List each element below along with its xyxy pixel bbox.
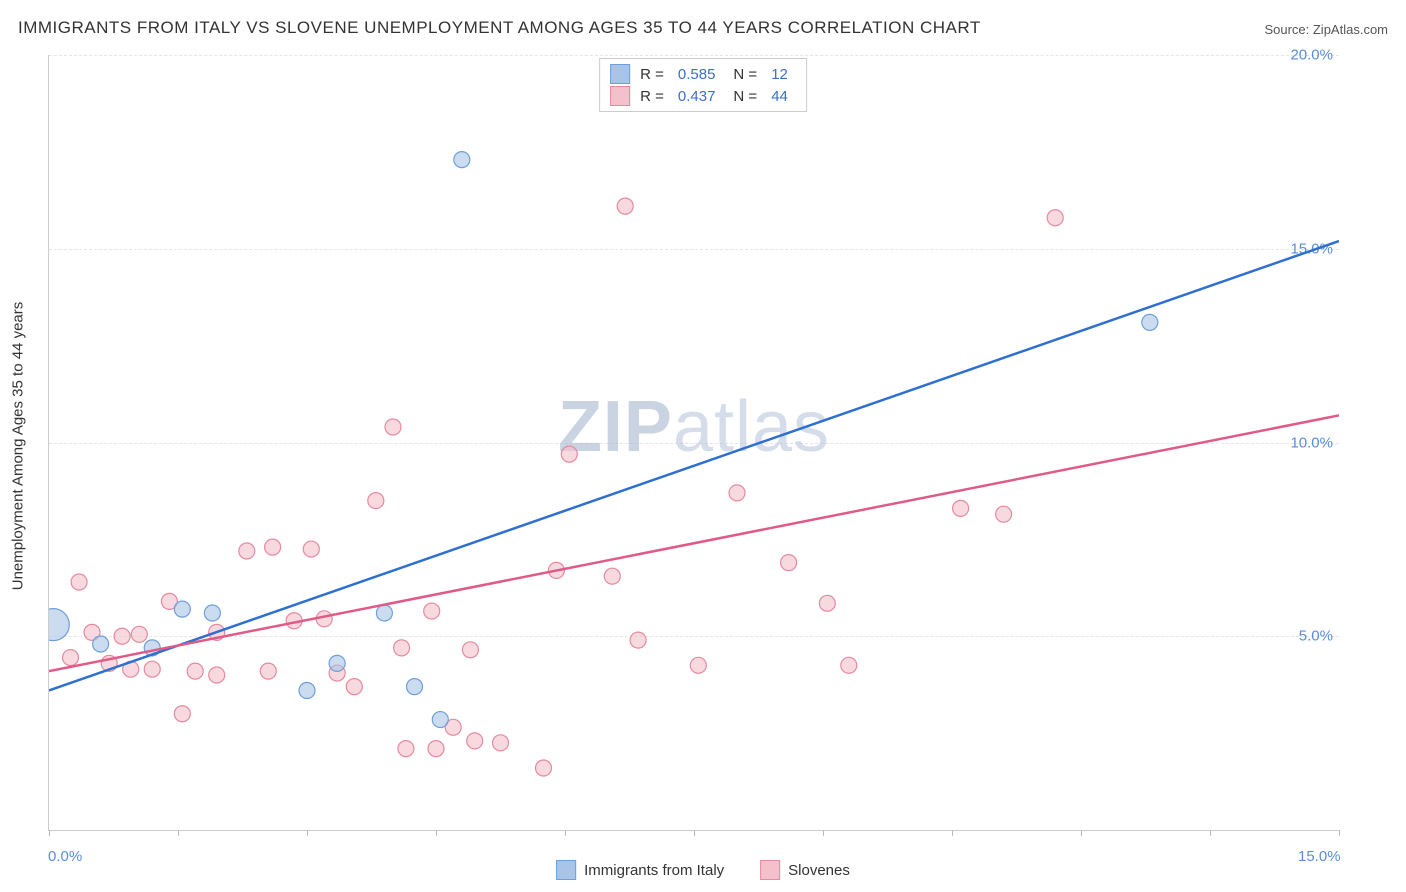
x-tick-label: 15.0% [1298, 848, 1341, 865]
x-tick [178, 830, 179, 836]
data-point [239, 543, 255, 559]
data-point [303, 541, 319, 557]
legend-series-label: Immigrants from Italy [584, 862, 724, 879]
legend-swatch [556, 860, 576, 880]
data-point [394, 640, 410, 656]
data-point [63, 650, 79, 666]
legend-series-label: Slovenes [788, 862, 850, 879]
legend-swatch [610, 86, 630, 106]
data-point [536, 760, 552, 776]
data-point [630, 632, 646, 648]
regression-line [49, 241, 1339, 691]
data-point [428, 741, 444, 757]
data-point [781, 555, 797, 571]
data-point [407, 679, 423, 695]
legend-n-value: 12 [771, 66, 788, 83]
data-point [729, 485, 745, 501]
data-point [376, 605, 392, 621]
x-tick [1081, 830, 1082, 836]
x-tick [952, 830, 953, 836]
data-point [71, 574, 87, 590]
legend-n-value: 44 [771, 88, 788, 105]
legend-swatch [610, 64, 630, 84]
data-point [174, 706, 190, 722]
legend-row: R = 0.585 N = 12 [610, 63, 796, 85]
data-point [368, 493, 384, 509]
x-tick [436, 830, 437, 836]
data-point [398, 741, 414, 757]
data-point [114, 628, 130, 644]
legend-item: Slovenes [760, 860, 850, 880]
regression-line [49, 415, 1339, 671]
data-point [1142, 314, 1158, 330]
data-point [432, 712, 448, 728]
x-tick [565, 830, 566, 836]
plot-area: ZIPatlas 5.0%10.0%15.0%20.0% [48, 55, 1339, 831]
correlation-legend: R = 0.585 N = 12 R = 0.437 N = 44 [599, 58, 807, 112]
data-point [329, 655, 345, 671]
data-point [996, 506, 1012, 522]
x-tick [823, 830, 824, 836]
data-point [1047, 210, 1063, 226]
data-point [187, 663, 203, 679]
data-point [260, 663, 276, 679]
data-point [209, 667, 225, 683]
data-point [953, 500, 969, 516]
legend-swatch [760, 860, 780, 880]
data-point [454, 152, 470, 168]
x-tick [1210, 830, 1211, 836]
legend-n-label: N = [733, 66, 757, 83]
legend-r-value: 0.437 [678, 88, 716, 105]
data-point [174, 601, 190, 617]
x-tick [694, 830, 695, 836]
data-point [93, 636, 109, 652]
legend-row: R = 0.437 N = 44 [610, 85, 796, 107]
legend-r-value: 0.585 [678, 66, 716, 83]
x-tick [307, 830, 308, 836]
data-point [604, 568, 620, 584]
data-point [385, 419, 401, 435]
data-point [49, 609, 69, 641]
legend-n-label: N = [733, 88, 757, 105]
legend-r-label: R = [640, 88, 664, 105]
data-point [819, 595, 835, 611]
data-point [131, 626, 147, 642]
series-legend: Immigrants from Italy Slovenes [556, 860, 850, 880]
source-attribution: Source: ZipAtlas.com [1264, 22, 1388, 37]
chart-svg [49, 55, 1339, 830]
chart-title: IMMIGRANTS FROM ITALY VS SLOVENE UNEMPLO… [18, 18, 981, 38]
legend-item: Immigrants from Italy [556, 860, 724, 880]
data-point [561, 446, 577, 462]
y-axis-title: Unemployment Among Ages 35 to 44 years [10, 302, 27, 591]
data-point [467, 733, 483, 749]
data-point [204, 605, 220, 621]
data-point [617, 198, 633, 214]
x-tick [1339, 830, 1340, 836]
data-point [493, 735, 509, 751]
data-point [265, 539, 281, 555]
data-point [144, 661, 160, 677]
data-point [346, 679, 362, 695]
data-point [690, 657, 706, 673]
data-point [841, 657, 857, 673]
data-point [299, 683, 315, 699]
legend-r-label: R = [640, 66, 664, 83]
data-point [462, 642, 478, 658]
x-tick-label: 0.0% [48, 848, 82, 865]
data-point [424, 603, 440, 619]
x-tick [49, 830, 50, 836]
